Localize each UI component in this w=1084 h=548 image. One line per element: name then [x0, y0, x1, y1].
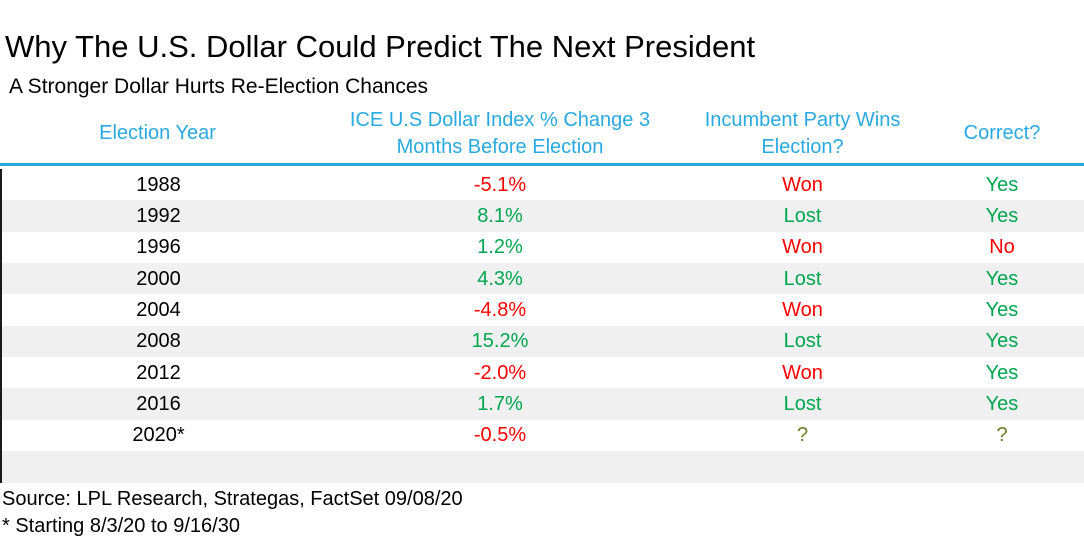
- table-header: Election Year ICE U.S Dollar Index % Cha…: [0, 104, 1084, 166]
- column-header-label: Incumbent Party Wins Election?: [704, 108, 901, 158]
- year-cell: 2000: [136, 267, 181, 290]
- incumbent-result-cell: Lost: [783, 267, 822, 290]
- correct-cell: No: [989, 236, 1015, 259]
- footnote-text: * Starting 8/3/20 to 9/16/30: [2, 515, 240, 537]
- pct-change-cell: -2.0%: [473, 361, 527, 384]
- pct-change-cell: -4.8%: [473, 299, 527, 322]
- table-row: 2016 1.7% Lost Yes: [2, 388, 1084, 420]
- table-row: 2020* -0.5%??: [2, 420, 1084, 451]
- table-row: 1992 8.1% Lost Yes: [2, 200, 1084, 232]
- table-row: 2008 15.2% Lost Yes: [2, 325, 1084, 358]
- year-cell: 2008: [136, 330, 181, 353]
- pct-change-cell: 15.2%: [471, 330, 529, 353]
- incumbent-result-cell: Won: [782, 236, 823, 259]
- page-title: Why The U.S. Dollar Could Predict The Ne…: [5, 29, 756, 64]
- table-row: 2004 -4.8% Won Yes: [2, 294, 1084, 325]
- year-cell: 1992: [136, 205, 181, 228]
- column-header-label: ICE U.S Dollar Index % Change 3 Months B…: [349, 108, 651, 158]
- table-row: 2000 4.3% Lost Yes: [2, 263, 1084, 295]
- correct-cell: Yes: [985, 393, 1019, 416]
- empty-row: [0, 451, 1084, 483]
- column-header-incumbent-wins: Incumbent Party Wins Election?: [685, 104, 920, 163]
- pct-change-cell: 4.3%: [477, 267, 523, 290]
- year-cell: 2016: [136, 393, 181, 416]
- pct-change-cell: 8.1%: [477, 205, 523, 228]
- correct-cell: Yes: [985, 205, 1019, 228]
- incumbent-result-cell: ?: [796, 424, 809, 447]
- source-text: Source: LPL Research, Strategas, FactSet…: [2, 488, 463, 510]
- table-row: 1996 1.2% Won No: [2, 232, 1084, 263]
- column-header-correct: Correct?: [920, 104, 1084, 163]
- correct-cell: Yes: [985, 361, 1019, 384]
- incumbent-result-cell: Lost: [783, 330, 822, 353]
- table-row: 2012 -2.0% Won Yes: [2, 357, 1084, 388]
- pct-change-cell: -5.1%: [473, 173, 527, 196]
- pct-change-cell: 1.7%: [477, 393, 523, 416]
- page-subtitle: A Stronger Dollar Hurts Re-Election Chan…: [9, 75, 429, 98]
- year-cell: 1996: [136, 236, 181, 259]
- incumbent-result-cell: Won: [782, 361, 823, 384]
- column-header-election-year: Election Year: [0, 104, 315, 163]
- incumbent-result-cell: Lost: [783, 205, 822, 228]
- column-header-dollar-index-change: ICE U.S Dollar Index % Change 3 Months B…: [315, 104, 685, 163]
- incumbent-result-cell: Won: [782, 299, 823, 322]
- correct-cell: ?: [996, 424, 1008, 447]
- table-body: 1988 -5.1% Won Yes 1992 8.1% Lost Yes 1996 1.2% Wo…: [0, 169, 1084, 452]
- correct-cell: Yes: [985, 299, 1019, 322]
- year-cell: 2004: [136, 299, 181, 322]
- incumbent-result-cell: Lost: [783, 393, 822, 416]
- year-cell: 2012: [136, 361, 181, 384]
- year-cell: 2020*: [132, 424, 185, 447]
- correct-cell: Yes: [985, 267, 1019, 290]
- table-row: 1988 -5.1% Won Yes: [2, 169, 1084, 200]
- incumbent-result-cell: Won: [782, 173, 823, 196]
- pct-change-cell: 1.2%: [477, 236, 523, 259]
- year-cell: 1988: [136, 173, 181, 196]
- column-header-label: Correct?: [963, 122, 1041, 144]
- column-header-label: Election Year: [99, 122, 216, 144]
- correct-cell: Yes: [985, 173, 1019, 196]
- correct-cell: Yes: [985, 330, 1019, 353]
- pct-change-cell: -0.5%: [473, 424, 527, 447]
